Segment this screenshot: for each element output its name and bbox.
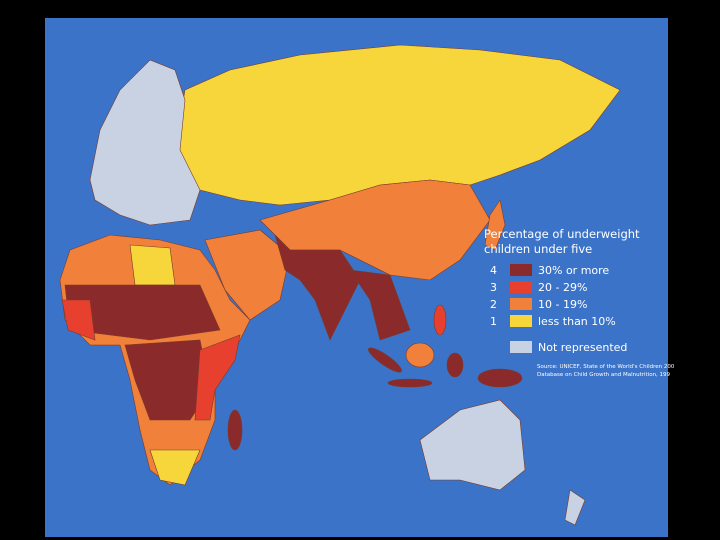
legend-swatch	[510, 341, 532, 353]
legend-number: 3	[490, 281, 497, 294]
south-asia	[274, 233, 361, 341]
middle-east	[204, 229, 291, 321]
east-africa	[194, 334, 241, 421]
map	[45, 18, 668, 537]
southern-africa	[149, 449, 201, 486]
legend-items: 4 30% or more 3 20 - 29% 2 10 - 19% 1 less than…	[490, 264, 616, 328]
russia	[174, 44, 621, 206]
legend-title: children under five	[484, 242, 592, 256]
legend-label: Not represented	[538, 341, 627, 354]
japan	[484, 199, 506, 251]
java	[387, 378, 433, 388]
new-guinea	[477, 368, 523, 388]
sumatra	[368, 347, 402, 373]
legend-swatch	[510, 281, 532, 293]
libya	[129, 244, 176, 286]
borneo	[405, 342, 435, 368]
legend-title: Percentage of underweight	[484, 227, 640, 241]
legend-swatch	[510, 264, 532, 276]
legend-number: 1	[490, 315, 497, 328]
legend-swatch	[510, 298, 532, 310]
legend-label: less than 10%	[538, 315, 616, 328]
philippines	[433, 304, 447, 336]
legend: Percentage of underweight children under…	[484, 227, 675, 378]
source-text: Database on Child Growth and Malnutritio…	[537, 372, 671, 378]
central-africa	[124, 339, 211, 421]
legend-label: 20 - 29%	[538, 281, 587, 294]
legend-number: 4	[490, 264, 497, 277]
legend-label: 30% or more	[538, 264, 609, 277]
southeast-asia	[349, 269, 411, 341]
legend-number: 2	[490, 298, 497, 311]
legend-label: 10 - 19%	[538, 298, 587, 311]
indonesia	[368, 304, 523, 388]
west-africa	[61, 299, 96, 341]
europe	[89, 59, 201, 226]
madagascar	[227, 409, 243, 451]
australia	[419, 399, 526, 491]
legend-swatch	[510, 315, 532, 327]
new-zealand	[564, 489, 586, 526]
source-text: Source: UNICEF, State of the World's Chi…	[537, 364, 675, 370]
sulawesi	[446, 352, 464, 378]
